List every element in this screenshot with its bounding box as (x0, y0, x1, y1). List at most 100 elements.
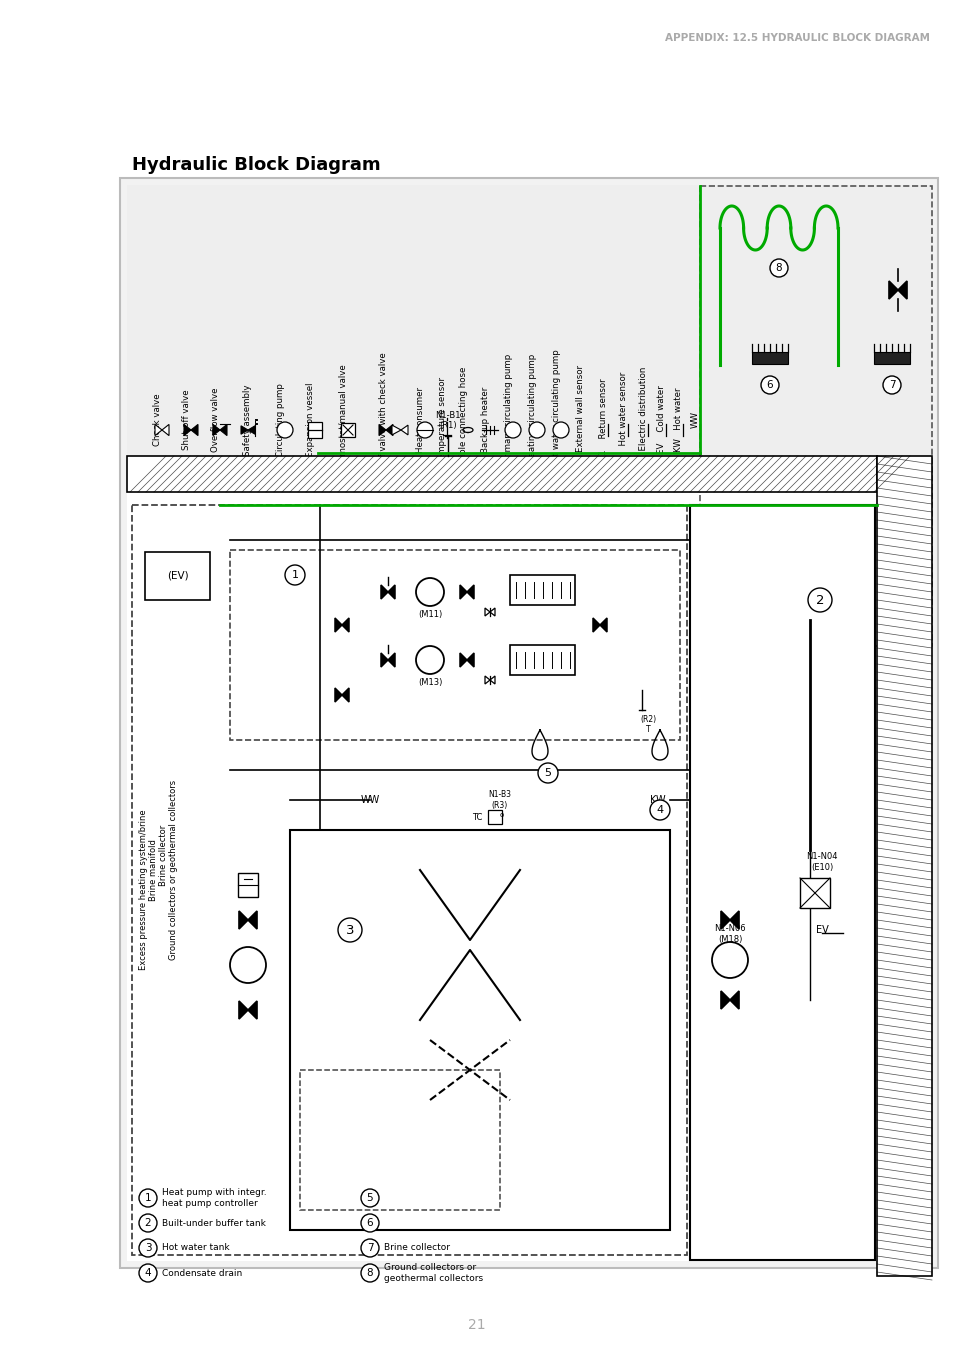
Circle shape (807, 588, 831, 612)
Text: Brine manifold: Brine manifold (149, 839, 158, 901)
Bar (751, 353, 787, 363)
Circle shape (537, 763, 558, 784)
Bar (237, 873, 257, 897)
Text: M18  External wall sensor: M18 External wall sensor (576, 365, 584, 476)
Bar (299, 1070, 499, 1210)
Text: 6: 6 (766, 380, 773, 390)
Text: (EV): (EV) (167, 571, 189, 581)
Text: Heat consumer: Heat consumer (416, 386, 424, 453)
Circle shape (230, 947, 266, 984)
Text: N1-B3
(R3): N1-B3 (R3) (488, 790, 511, 809)
Text: M11  Heating circulating pump: M11 Heating circulating pump (527, 354, 537, 486)
Polygon shape (386, 424, 393, 435)
Text: KW   Hot water: KW Hot water (673, 388, 682, 453)
Text: R2    Hot water sensor: R2 Hot water sensor (618, 372, 627, 469)
Circle shape (139, 1265, 157, 1282)
Circle shape (337, 917, 361, 942)
Polygon shape (248, 911, 256, 929)
Polygon shape (241, 426, 248, 434)
Bar (290, 830, 669, 1229)
Text: R3    Electric distribution: R3 Electric distribution (639, 367, 647, 473)
Text: Brine collector: Brine collector (159, 824, 168, 886)
Text: Shut-off valve: Shut-off valve (182, 389, 191, 450)
Text: 3: 3 (345, 924, 354, 936)
Text: 4: 4 (656, 805, 663, 815)
Text: 5: 5 (366, 1193, 373, 1202)
Bar (510, 644, 575, 676)
Text: (M11): (M11) (417, 609, 441, 619)
Text: Hydraulic Block Diagram: Hydraulic Block Diagram (132, 155, 380, 174)
Bar (145, 553, 210, 600)
Polygon shape (380, 653, 388, 667)
Polygon shape (459, 585, 467, 598)
Bar (700, 186, 931, 646)
Text: Brine collector: Brine collector (384, 1243, 450, 1252)
Text: Flexible connecting hose: Flexible connecting hose (458, 366, 468, 474)
Bar (127, 185, 930, 1260)
Text: 1: 1 (292, 570, 298, 580)
Text: Excess pressure heating system/brine: Excess pressure heating system/brine (384, 1193, 556, 1202)
Polygon shape (248, 1001, 256, 1019)
Circle shape (553, 422, 568, 438)
Polygon shape (484, 608, 490, 616)
Polygon shape (888, 281, 897, 299)
Polygon shape (484, 676, 490, 684)
Text: Safety assembly: Safety assembly (243, 384, 252, 455)
Polygon shape (213, 424, 220, 435)
Circle shape (360, 1215, 378, 1232)
Polygon shape (490, 676, 495, 684)
Bar (800, 878, 829, 908)
Polygon shape (380, 585, 388, 598)
Circle shape (360, 1189, 378, 1206)
Text: Temperature sensor: Temperature sensor (437, 377, 447, 463)
Polygon shape (335, 617, 341, 632)
Polygon shape (248, 426, 254, 434)
Text: Overflow valve: Overflow valve (211, 388, 220, 453)
Bar (120, 178, 937, 1269)
Polygon shape (490, 608, 495, 616)
Polygon shape (467, 585, 474, 598)
Polygon shape (400, 426, 408, 435)
Text: Brine manifold: Brine manifold (384, 1219, 450, 1228)
Text: Back-up heater: Back-up heater (480, 386, 490, 453)
Text: Shut-off valve with check valve: Shut-off valve with check valve (378, 353, 388, 488)
Circle shape (276, 422, 293, 438)
Polygon shape (729, 911, 739, 929)
Polygon shape (388, 653, 395, 667)
Polygon shape (720, 992, 729, 1009)
Bar (127, 185, 930, 465)
Text: N1-N06
(M18): N1-N06 (M18) (714, 924, 745, 944)
Text: 3: 3 (145, 1243, 152, 1252)
Bar (132, 505, 686, 1255)
Text: Hot water tank: Hot water tank (162, 1243, 230, 1252)
Text: Ground collectors or geothermal collectors: Ground collectors or geothermal collecto… (169, 780, 178, 961)
Polygon shape (388, 585, 395, 598)
Polygon shape (220, 424, 227, 435)
Text: 2: 2 (815, 593, 823, 607)
Polygon shape (162, 424, 169, 435)
Text: APPENDIX: 12.5 HYDRAULIC BLOCK DIAGRAM: APPENDIX: 12.5 HYDRAULIC BLOCK DIAGRAM (664, 32, 929, 43)
Text: TC: TC (471, 812, 481, 821)
Text: Thermostat/manual valve: Thermostat/manual valve (338, 365, 348, 476)
Text: 8: 8 (366, 1269, 373, 1278)
Text: R1    Return sensor: R1 Return sensor (598, 378, 607, 461)
Polygon shape (392, 426, 400, 435)
Text: 21: 21 (468, 1319, 485, 1332)
Bar (873, 353, 909, 363)
Circle shape (139, 1215, 157, 1232)
Polygon shape (191, 424, 198, 435)
Text: 2: 2 (145, 1219, 152, 1228)
Text: 5: 5 (544, 767, 551, 778)
Text: 7: 7 (366, 1243, 373, 1252)
Circle shape (139, 1189, 157, 1206)
Circle shape (360, 1239, 378, 1256)
Bar (340, 423, 355, 436)
Text: o: o (499, 812, 503, 817)
Text: Ground collectors or
geothermal collectors: Ground collectors or geothermal collecto… (384, 1263, 482, 1282)
Text: Excess pressure heating system/brine: Excess pressure heating system/brine (139, 809, 148, 970)
Text: M13  Hot water circulating pump: M13 Hot water circulating pump (552, 349, 560, 490)
Circle shape (285, 565, 305, 585)
Text: Expansion vessel: Expansion vessel (306, 382, 314, 457)
Bar (308, 422, 322, 438)
Polygon shape (341, 617, 349, 632)
